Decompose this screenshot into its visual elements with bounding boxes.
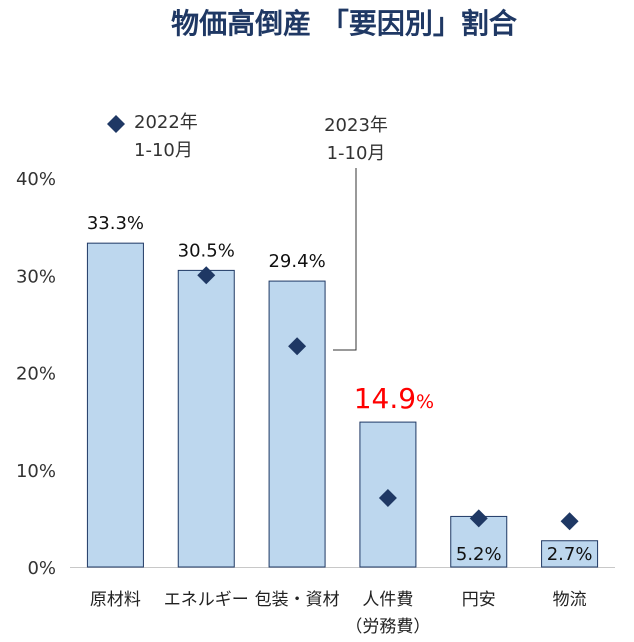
y-tick-label: 30% (16, 266, 56, 287)
chart-title: 物価高倒産 「要因別」割合 (171, 7, 518, 40)
category-label: 円安 (462, 590, 496, 610)
x-axis: 原材料 エネルギー 包装・資材 人件費 （労務費） 円安 物流 (90, 590, 587, 637)
value-label: 30.5% (178, 240, 235, 261)
bars (86, 242, 599, 568)
value-label: 33.3% (87, 213, 144, 234)
value-label-unit: % (416, 391, 434, 413)
bar (177, 269, 235, 568)
legend-marker-2022 (107, 115, 125, 133)
marker (560, 512, 579, 531)
value-labels: 33.3% 30.5% 29.4% 14.9% 5.2% 2.7% (87, 213, 593, 565)
bar (541, 540, 599, 568)
bar (268, 280, 326, 568)
y-tick-label: 40% (16, 169, 56, 190)
category-label: エネルギー (164, 590, 249, 610)
category-label: 人件費 (362, 590, 413, 610)
legend-label-2022-period: 1-10月 (134, 140, 193, 161)
bar (86, 242, 144, 568)
value-label-number: 14.9 (354, 382, 416, 415)
category-label: 原材料 (90, 590, 141, 610)
y-tick-label: 20% (16, 364, 56, 385)
legend-leader-line (333, 168, 357, 351)
legend-label-2022: 2022年 (134, 112, 198, 133)
y-axis: 0% 10% 20% 30% 40% (16, 169, 615, 579)
category-label: 包装・資材 (255, 590, 340, 610)
category-label: 物流 (553, 590, 587, 610)
y-tick-label: 10% (16, 461, 56, 482)
legend-label-2023-period: 1-10月 (327, 143, 386, 164)
marker (378, 488, 397, 507)
markers (197, 266, 579, 531)
legend: 2022年 1-10月 2023年 1-10月 (107, 112, 388, 351)
value-label: 14.9% (354, 382, 434, 415)
y-tick-label: 0% (27, 558, 56, 579)
marker (197, 266, 216, 285)
category-note: （労務費） (345, 617, 430, 637)
marker (288, 337, 307, 356)
value-label: 29.4% (268, 251, 325, 272)
value-label: 2.7% (547, 544, 593, 565)
value-label: 5.2% (456, 544, 502, 565)
legend-label-2023: 2023年 (324, 115, 388, 136)
marker (469, 509, 488, 528)
